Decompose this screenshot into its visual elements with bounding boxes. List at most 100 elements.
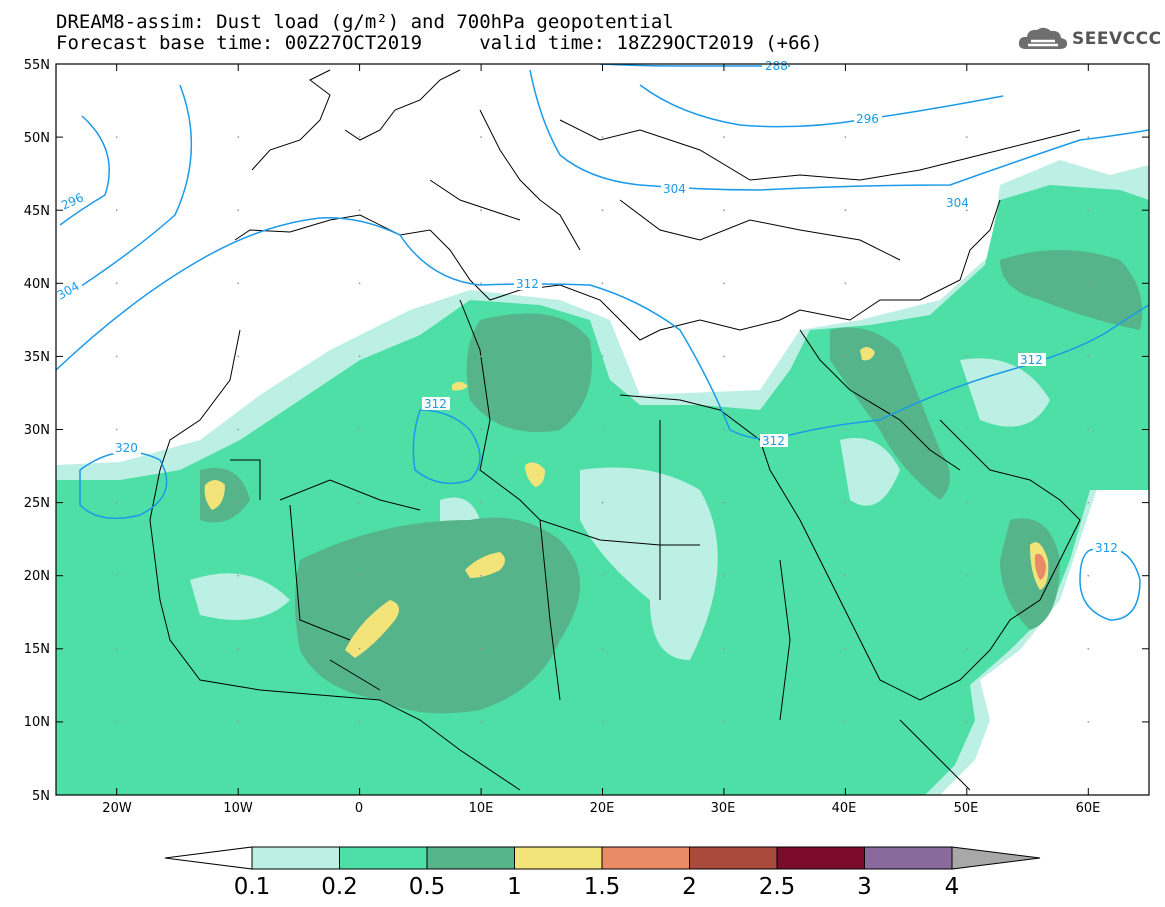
grid-dot (965, 209, 968, 212)
grid-dot (844, 282, 847, 285)
lon-label: 10E (469, 801, 494, 816)
contour-label: 304 (946, 196, 969, 210)
grid-dot (965, 282, 968, 285)
grid-dot (1087, 721, 1090, 723)
grid-dot (1087, 209, 1090, 212)
lon-label: 50E (954, 801, 979, 816)
lon-label: 40E (832, 801, 857, 816)
grid-dot (723, 136, 725, 139)
grid-dot (844, 355, 847, 358)
dust-level-high (295, 517, 580, 714)
contour-labels: 288 296 296 304 304 304 312 312 312 312 … (54, 59, 1121, 555)
grid-dot (965, 136, 968, 139)
colorbar-tick: 4 (945, 874, 960, 900)
grid-dot (844, 136, 847, 139)
lon-axis: 20W 10W 0 10E 20E 30E 40E 50E 60E (102, 801, 1100, 816)
grid-dot (358, 136, 361, 139)
colorbar-tick: 0.1 (234, 874, 271, 900)
cloud-logo-icon (1018, 27, 1068, 49)
colorbar-swatch (689, 846, 778, 870)
grid-dot (480, 574, 482, 577)
grid-dot (480, 136, 482, 139)
geopotential-contours (56, 64, 1149, 621)
grid-dot (965, 574, 968, 577)
colorbar-swatch (776, 846, 865, 870)
grid-dot (358, 209, 361, 212)
lat-label: 35N (24, 350, 50, 365)
grid-dot (844, 209, 847, 212)
coastlines (149, 69, 1081, 791)
grid-dot (115, 136, 118, 139)
map-subtitle: Forecast base time: 00Z27OCT2019 valid t… (56, 32, 823, 54)
grid-dot (115, 428, 118, 431)
grid-dot (1087, 355, 1090, 358)
lat-label: 15N (24, 642, 50, 657)
lat-label: 55N (24, 58, 50, 73)
contour-label: 288 (765, 59, 788, 73)
grid-dot (115, 282, 118, 285)
grid-dot (601, 355, 604, 358)
contour-label: 312 (424, 397, 447, 411)
colorbar: 0.1 0.2 0.5 1 1.5 2 2.5 3 4 (164, 846, 1041, 900)
grid-dot (480, 721, 482, 723)
colorbar-tick: 1 (507, 874, 522, 900)
grid-dot (115, 209, 118, 212)
lat-axis: 55N 50N 45N 40N 35N 30N 25N 20N 15N 10N … (24, 58, 50, 804)
grid-dot (601, 209, 604, 212)
grid-dot (723, 501, 725, 504)
colorbar-swatch (251, 846, 340, 870)
grid-dot (723, 647, 725, 650)
grid-dot (601, 428, 604, 431)
lat-label: 40N (24, 277, 50, 292)
grid-dot (237, 136, 240, 139)
grid-dot (115, 647, 118, 650)
grid-dot (480, 647, 482, 650)
grid-dot (1087, 574, 1090, 577)
grid-dot (601, 501, 604, 504)
colorbar-tick: 0.5 (409, 874, 446, 900)
grid-dot (115, 501, 118, 504)
lat-label: 10N (24, 715, 50, 730)
grid-dot (1087, 282, 1090, 285)
grid-dot (480, 282, 482, 285)
lat-label: 45N (24, 204, 50, 219)
grid-dot (237, 428, 240, 431)
lon-label: 60E (1076, 801, 1101, 816)
grid-dot (237, 501, 240, 504)
grid-dot (237, 355, 240, 358)
grid-dot (601, 647, 604, 650)
grid-dot (723, 282, 725, 285)
grid-dot (723, 574, 725, 577)
lat-label: 30N (24, 423, 50, 438)
colorbar-swatch (601, 846, 690, 870)
logo: SEEVCCC (1018, 25, 1162, 53)
colorbar-low-arrow (164, 846, 253, 870)
lon-label: 0 (355, 801, 363, 816)
grid-dot (480, 355, 482, 358)
grid-dot (115, 355, 118, 358)
grid-dot (358, 647, 361, 650)
grid-dot (358, 721, 361, 723)
grid-dot (965, 647, 968, 650)
lat-label: 25N (24, 496, 50, 511)
grid-dot (115, 721, 118, 723)
lat-label: 20N (24, 569, 50, 584)
grid-dot (358, 355, 361, 358)
grid-dot (237, 574, 240, 577)
lat-label: 50N (24, 131, 50, 146)
grid-dot (965, 721, 968, 723)
contour-label: 296 (856, 112, 879, 126)
contour-label: 312 (516, 277, 539, 291)
lon-label: 20E (590, 801, 615, 816)
colorbar-swatch (339, 846, 428, 870)
grid-dot (237, 721, 240, 723)
map-title: DREAM8-assim: Dust load (g/m²) and 700hP… (56, 11, 674, 33)
colorbar-high-arrow (951, 846, 1041, 870)
grid-dot (358, 574, 361, 577)
grid-dot (237, 209, 240, 212)
grid-dot (358, 501, 361, 504)
grid-dot (237, 647, 240, 650)
grid-dot (844, 574, 847, 577)
grid-dot (358, 282, 361, 285)
grid-dot (1087, 136, 1090, 139)
